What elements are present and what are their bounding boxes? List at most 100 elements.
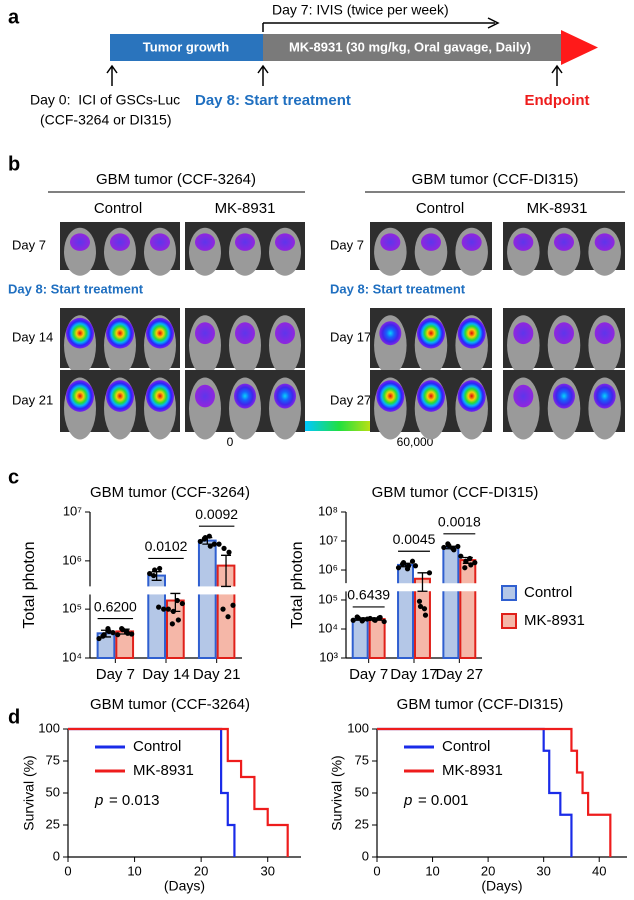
data-point <box>417 603 424 610</box>
data-point <box>463 558 469 564</box>
signal <box>66 317 94 349</box>
panel-label: c <box>8 466 19 488</box>
signal <box>513 322 534 345</box>
signal <box>195 322 215 345</box>
colorbar-label: 0 <box>227 435 234 449</box>
signal <box>234 383 256 409</box>
data-point <box>216 541 222 547</box>
data-point <box>152 567 158 573</box>
arrow-head <box>561 30 598 65</box>
annotation: = 0.001 <box>418 792 468 809</box>
bar <box>459 559 477 659</box>
data-point <box>206 533 212 539</box>
treatment-note: Day 8: Start treatment <box>8 281 144 296</box>
data-point <box>110 630 116 636</box>
signal <box>235 322 255 345</box>
signal <box>594 322 615 345</box>
data-point <box>350 617 356 623</box>
y-tick-label: 100 <box>347 720 369 735</box>
data-point <box>96 635 102 642</box>
phase-bar <box>263 34 561 61</box>
day0-label: Day 0: ICI of GSCs-Luc <box>30 92 180 108</box>
error-bar <box>221 554 232 588</box>
signal <box>275 322 295 345</box>
row-label: Day 7 <box>330 237 364 252</box>
signal <box>150 233 170 251</box>
legend-swatch <box>501 585 517 601</box>
x-tick-label: 30 <box>260 863 274 878</box>
x-axis-label: (Days) <box>481 878 522 894</box>
data-point <box>472 560 478 566</box>
data-point <box>230 602 236 608</box>
signal <box>513 384 534 408</box>
x-tick-label: 0 <box>64 863 71 878</box>
y-tick-label: 10³ <box>319 649 338 664</box>
row-label: Day 17 <box>330 329 371 344</box>
data-point <box>381 618 387 625</box>
data-point <box>404 566 411 572</box>
day8-label: Day 8: Start treatment <box>195 92 351 109</box>
panel-label: a <box>8 6 20 28</box>
legend-label: Control <box>442 738 490 755</box>
signal <box>457 380 486 412</box>
p-value: 0.0018 <box>438 514 481 530</box>
y-tick-label: 100 <box>38 720 60 735</box>
data-point <box>416 598 423 604</box>
endpoint-label: Endpoint <box>525 92 590 109</box>
data-point <box>147 570 153 577</box>
p-value: 0.0045 <box>393 531 436 547</box>
survival-curve <box>377 727 612 857</box>
bar <box>397 563 415 660</box>
y-tick-label: 10⁶ <box>62 552 82 567</box>
data-point <box>170 608 176 614</box>
signal <box>376 380 405 412</box>
signal <box>70 233 90 251</box>
row-label: Day 14 <box>12 329 53 344</box>
data-point <box>371 617 377 623</box>
signal <box>513 233 534 251</box>
p-value: 0.0092 <box>195 506 238 522</box>
data-point <box>367 615 373 622</box>
signal <box>554 322 574 345</box>
signal <box>235 233 255 251</box>
y-tick-label: 10⁵ <box>318 591 338 606</box>
group-title: GBM tumor (CCF-DI315) <box>412 171 579 188</box>
day0-label: (CCF-3264 or DI315) <box>40 112 172 128</box>
chart-title: GBM tumor (CCF-3264) <box>90 696 250 713</box>
data-point <box>197 538 203 545</box>
y-tick-label: 0 <box>53 848 60 863</box>
data-point <box>226 549 232 555</box>
ivis-arrow-head <box>487 17 500 29</box>
axis-break <box>84 586 244 595</box>
y-tick-label: 10⁴ <box>318 620 338 635</box>
y-tick-label: 10⁷ <box>319 532 338 547</box>
signal <box>461 233 482 251</box>
panel-label: b <box>8 153 20 175</box>
signal <box>66 380 94 412</box>
survival-curve <box>68 727 289 857</box>
data-point <box>422 612 429 618</box>
data-point <box>376 615 382 621</box>
data-point <box>161 606 167 612</box>
annotation-symbol: p <box>403 792 412 809</box>
row-label: Day 27 <box>330 392 371 407</box>
column-label: Control <box>416 200 464 217</box>
data-point <box>151 572 157 579</box>
time-markers <box>106 64 563 86</box>
signal <box>379 321 402 346</box>
data-point <box>455 543 461 550</box>
data-point <box>119 625 125 632</box>
signal <box>417 380 445 412</box>
signal <box>275 233 295 251</box>
row-label: Day 7 <box>12 237 46 252</box>
bar <box>442 546 460 660</box>
chart-title: GBM tumor (CCF-DI315) <box>372 484 539 501</box>
signal <box>417 317 445 349</box>
x-tick-label: Day 14 <box>142 666 190 683</box>
signal <box>146 380 174 412</box>
data-point <box>450 545 456 552</box>
legend-label: Control <box>524 584 572 601</box>
x-tick-label: 0 <box>373 863 380 878</box>
data-point <box>105 625 111 632</box>
